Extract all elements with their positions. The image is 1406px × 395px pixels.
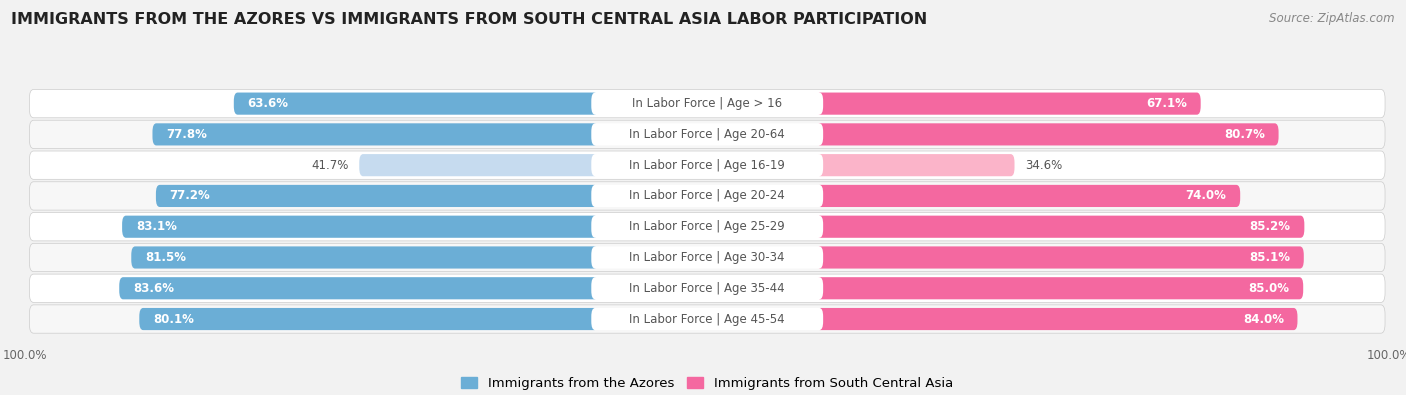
FancyBboxPatch shape	[817, 277, 1303, 299]
FancyBboxPatch shape	[817, 92, 1201, 115]
Text: In Labor Force | Age 20-64: In Labor Force | Age 20-64	[630, 128, 785, 141]
Legend: Immigrants from the Azores, Immigrants from South Central Asia: Immigrants from the Azores, Immigrants f…	[456, 372, 959, 395]
FancyBboxPatch shape	[592, 185, 823, 207]
Text: In Labor Force | Age 20-24: In Labor Force | Age 20-24	[630, 190, 785, 203]
FancyBboxPatch shape	[30, 274, 1385, 303]
Text: Source: ZipAtlas.com: Source: ZipAtlas.com	[1270, 12, 1395, 25]
FancyBboxPatch shape	[156, 185, 598, 207]
FancyBboxPatch shape	[592, 308, 823, 330]
Text: 83.6%: 83.6%	[134, 282, 174, 295]
FancyBboxPatch shape	[592, 277, 823, 299]
Text: 67.1%: 67.1%	[1146, 97, 1187, 110]
Text: In Labor Force | Age > 16: In Labor Force | Age > 16	[633, 97, 782, 110]
Text: 80.1%: 80.1%	[153, 312, 194, 325]
FancyBboxPatch shape	[817, 308, 1298, 330]
Text: 85.1%: 85.1%	[1249, 251, 1291, 264]
Text: 41.7%: 41.7%	[311, 159, 349, 172]
Text: 85.0%: 85.0%	[1249, 282, 1289, 295]
FancyBboxPatch shape	[592, 216, 823, 238]
FancyBboxPatch shape	[817, 185, 1240, 207]
FancyBboxPatch shape	[233, 92, 598, 115]
FancyBboxPatch shape	[30, 151, 1385, 179]
FancyBboxPatch shape	[592, 154, 823, 176]
Text: 84.0%: 84.0%	[1243, 312, 1284, 325]
FancyBboxPatch shape	[152, 123, 598, 145]
Text: In Labor Force | Age 45-54: In Labor Force | Age 45-54	[630, 312, 785, 325]
Text: IMMIGRANTS FROM THE AZORES VS IMMIGRANTS FROM SOUTH CENTRAL ASIA LABOR PARTICIPA: IMMIGRANTS FROM THE AZORES VS IMMIGRANTS…	[11, 12, 928, 27]
Text: In Labor Force | Age 30-34: In Labor Force | Age 30-34	[630, 251, 785, 264]
FancyBboxPatch shape	[30, 120, 1385, 149]
Text: In Labor Force | Age 25-29: In Labor Force | Age 25-29	[630, 220, 785, 233]
FancyBboxPatch shape	[360, 154, 598, 176]
Text: 80.7%: 80.7%	[1225, 128, 1265, 141]
FancyBboxPatch shape	[592, 246, 823, 269]
FancyBboxPatch shape	[139, 308, 598, 330]
FancyBboxPatch shape	[30, 213, 1385, 241]
Text: 34.6%: 34.6%	[1025, 159, 1063, 172]
Text: In Labor Force | Age 35-44: In Labor Force | Age 35-44	[630, 282, 785, 295]
Text: 63.6%: 63.6%	[247, 97, 288, 110]
FancyBboxPatch shape	[30, 243, 1385, 272]
FancyBboxPatch shape	[30, 89, 1385, 118]
FancyBboxPatch shape	[131, 246, 598, 269]
FancyBboxPatch shape	[817, 154, 1015, 176]
Text: 77.2%: 77.2%	[170, 190, 211, 203]
Text: 74.0%: 74.0%	[1185, 190, 1226, 203]
FancyBboxPatch shape	[122, 216, 598, 238]
FancyBboxPatch shape	[592, 92, 823, 115]
Text: In Labor Force | Age 16-19: In Labor Force | Age 16-19	[630, 159, 785, 172]
Text: 81.5%: 81.5%	[145, 251, 186, 264]
FancyBboxPatch shape	[120, 277, 598, 299]
FancyBboxPatch shape	[817, 123, 1278, 145]
FancyBboxPatch shape	[30, 182, 1385, 210]
Text: 85.2%: 85.2%	[1250, 220, 1291, 233]
FancyBboxPatch shape	[817, 246, 1303, 269]
FancyBboxPatch shape	[592, 123, 823, 145]
Text: 83.1%: 83.1%	[136, 220, 177, 233]
Text: 77.8%: 77.8%	[166, 128, 207, 141]
FancyBboxPatch shape	[30, 305, 1385, 333]
FancyBboxPatch shape	[817, 216, 1305, 238]
